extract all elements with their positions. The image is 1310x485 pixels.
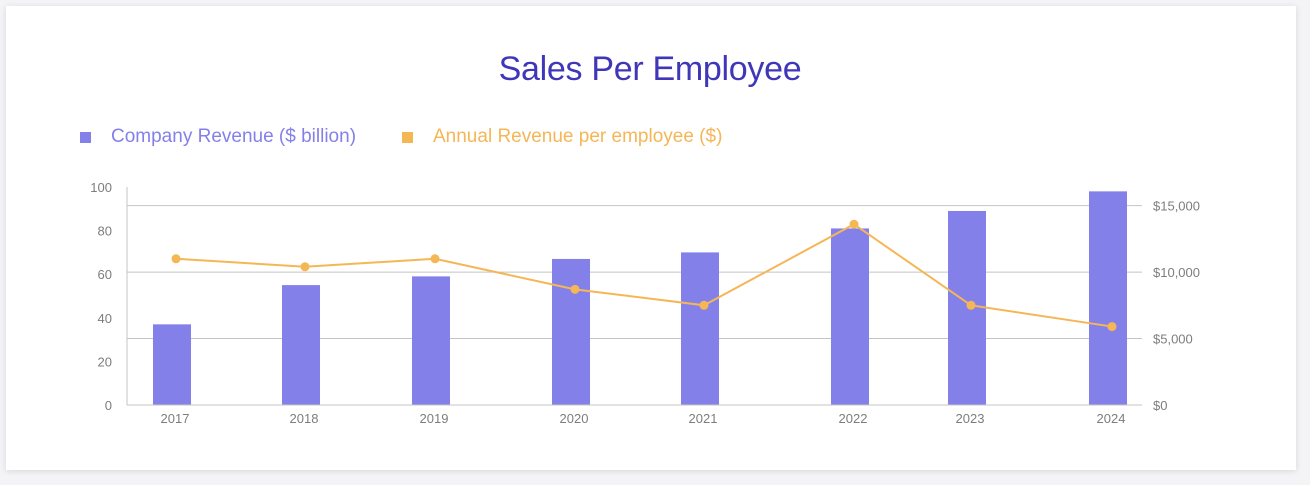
bar — [282, 285, 320, 405]
legend-swatch-per-employee — [402, 131, 413, 143]
x-tick-label: 2017 — [161, 411, 190, 426]
line-point — [430, 254, 440, 264]
y-tick-label-left: 60 — [98, 267, 112, 282]
x-tick-label: 2018 — [290, 411, 319, 426]
x-tick-label: 2020 — [560, 411, 589, 426]
axes — [126, 187, 1142, 406]
line-point — [966, 300, 976, 310]
line-point — [300, 262, 310, 272]
legend-label-revenue: Company Revenue ($ billion) — [111, 126, 357, 147]
y-tick-label-right: $15,000 — [1153, 199, 1200, 214]
gridlines — [127, 205, 1142, 340]
line-point — [171, 254, 181, 264]
line-path — [175, 223, 1113, 328]
x-tick-label: 2019 — [420, 411, 449, 426]
tick-labels: 0 20 40 60 80 100 $0 $5,000 $10,000 $15,000 2017 20… — [90, 180, 1200, 426]
bar-series — [153, 191, 1127, 405]
x-tick-label: 2021 — [689, 411, 718, 426]
x-tick-label: 2022 — [839, 411, 868, 426]
y-tick-label-left: 0 — [105, 398, 112, 413]
y-tick-label-left: 80 — [98, 224, 112, 239]
line-point — [849, 219, 859, 229]
y-tick-label-right: $0 — [1153, 398, 1167, 413]
y-tick-label-right: $10,000 — [1153, 265, 1200, 280]
bar — [948, 210, 986, 405]
x-tick-label: 2024 — [1097, 411, 1126, 426]
line-series — [171, 219, 1117, 332]
line-point — [570, 284, 580, 294]
bar — [552, 258, 590, 405]
legend-label-per-employee: Annual Revenue per employee ($) — [433, 126, 723, 147]
bar — [412, 276, 450, 405]
chart-title: Sales Per Employee — [498, 50, 802, 88]
legend-item-per-employee[interactable]: Annual Revenue per employee ($) — [402, 126, 722, 148]
y-tick-label-left: 100 — [90, 180, 112, 195]
chart-card — [6, 6, 1296, 470]
y-tick-label-left: 40 — [98, 311, 112, 326]
line-point — [1107, 322, 1117, 332]
y-tick-label-left: 20 — [98, 354, 112, 369]
y-tick-label-right: $5,000 — [1153, 332, 1193, 347]
legend-item-revenue[interactable]: Company Revenue ($ billion) — [80, 126, 356, 148]
bar — [153, 324, 191, 405]
bar — [681, 252, 719, 405]
bar — [831, 228, 869, 405]
legend-swatch-revenue — [80, 131, 91, 143]
bar — [1089, 191, 1127, 405]
x-tick-label: 2023 — [956, 411, 985, 426]
line-point — [699, 300, 709, 310]
